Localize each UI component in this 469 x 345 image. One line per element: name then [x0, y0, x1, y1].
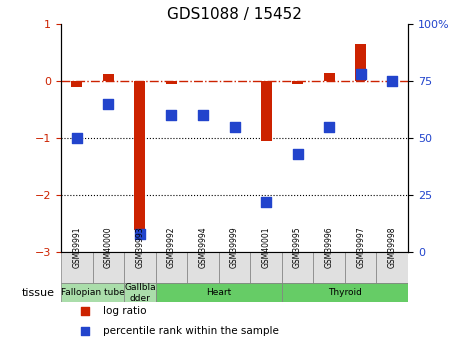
FancyBboxPatch shape — [124, 284, 156, 303]
Point — [82, 308, 89, 314]
Bar — [260, 81, 272, 141]
Text: GSM39991: GSM39991 — [72, 226, 81, 268]
Text: GSM39996: GSM39996 — [325, 226, 333, 268]
Point — [357, 72, 364, 77]
FancyBboxPatch shape — [156, 253, 187, 284]
Text: GSM39994: GSM39994 — [198, 226, 207, 268]
FancyBboxPatch shape — [124, 253, 156, 284]
Text: Gallbla
dder: Gallbla dder — [124, 283, 156, 303]
Text: GSM40001: GSM40001 — [262, 226, 271, 268]
Text: GSM39999: GSM39999 — [230, 226, 239, 268]
Text: Thyroid: Thyroid — [328, 288, 362, 297]
FancyBboxPatch shape — [313, 253, 345, 284]
Point — [294, 151, 302, 157]
Bar — [134, 81, 145, 230]
Text: GSM40000: GSM40000 — [104, 226, 113, 268]
Bar — [292, 81, 303, 84]
Text: log ratio: log ratio — [103, 306, 146, 316]
FancyBboxPatch shape — [377, 253, 408, 284]
Point — [325, 124, 333, 130]
Bar — [103, 75, 114, 81]
Text: GSM39992: GSM39992 — [167, 226, 176, 268]
FancyBboxPatch shape — [282, 284, 408, 303]
FancyBboxPatch shape — [282, 253, 313, 284]
Point — [388, 78, 396, 84]
Bar — [71, 81, 82, 87]
Point — [136, 231, 144, 237]
Point — [105, 101, 112, 107]
Point — [199, 113, 207, 118]
Text: Fallopian tube: Fallopian tube — [61, 288, 124, 297]
FancyBboxPatch shape — [156, 284, 282, 303]
FancyBboxPatch shape — [345, 253, 377, 284]
Text: GSM39997: GSM39997 — [356, 226, 365, 268]
Point — [231, 124, 238, 130]
Text: GSM39993: GSM39993 — [136, 226, 144, 268]
Point — [73, 136, 81, 141]
Text: GSM39995: GSM39995 — [293, 226, 302, 268]
Bar — [166, 81, 177, 84]
Text: Heart: Heart — [206, 288, 231, 297]
Text: tissue: tissue — [22, 288, 55, 298]
Text: percentile rank within the sample: percentile rank within the sample — [103, 326, 279, 336]
Point — [262, 199, 270, 205]
Bar — [355, 44, 366, 81]
FancyBboxPatch shape — [61, 253, 92, 284]
Point — [167, 113, 175, 118]
FancyBboxPatch shape — [92, 253, 124, 284]
FancyBboxPatch shape — [61, 284, 124, 303]
Title: GDS1088 / 15452: GDS1088 / 15452 — [167, 7, 302, 22]
Point — [82, 328, 89, 334]
Bar — [324, 73, 335, 81]
FancyBboxPatch shape — [219, 253, 250, 284]
FancyBboxPatch shape — [187, 253, 219, 284]
Text: GSM39998: GSM39998 — [388, 226, 397, 268]
FancyBboxPatch shape — [250, 253, 282, 284]
